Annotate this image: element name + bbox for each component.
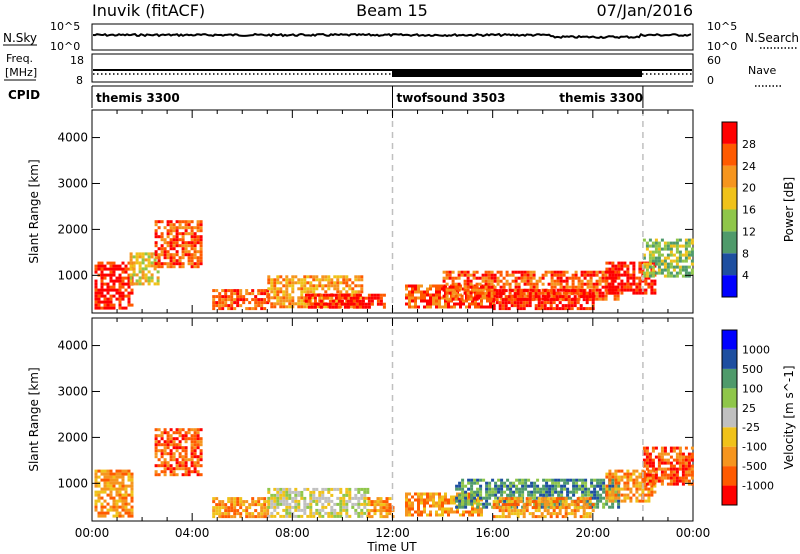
nsky-label: N.Sky: [3, 31, 37, 45]
colorbar-tick-label: 24: [742, 160, 756, 173]
echo-region: [154, 428, 203, 477]
time-axis-ticks: 00:00 04:00 08:00 12:00 16:00 20:00 00:00: [75, 526, 711, 540]
y-tick-label: 3000: [57, 384, 88, 398]
cpid-segment-label: themis 3300: [96, 91, 180, 105]
colorbar-tick-label: 100: [742, 382, 763, 395]
x-tick-label: 08:00: [275, 526, 310, 540]
power-colorbar: 4 8 12 16 20 24 28 Power [dB]: [721, 121, 796, 298]
cpid-segment-label: themis 3300: [559, 91, 643, 105]
colorbar-swatch: [722, 407, 737, 428]
freq-label: Freq.: [6, 52, 33, 65]
colorbar-tick-label: 4: [742, 269, 749, 282]
x-axis-label: Time UT: [366, 540, 417, 554]
echo-region: [492, 497, 595, 519]
echo-region: [212, 289, 270, 311]
colorbar-tick-label: -500: [742, 460, 767, 473]
y-tick-label: 4000: [57, 339, 88, 353]
colorbar-tick-label: 12: [742, 225, 756, 238]
colorbar-tick-label: -1000: [742, 480, 774, 493]
y-tick-label: 2000: [57, 222, 88, 236]
colorbar-swatch: [722, 187, 737, 210]
beam-title: Beam 15: [356, 1, 428, 20]
colorbar-swatch: [722, 330, 737, 350]
colorbar-tick-label: 8: [742, 247, 749, 260]
station-title: Inuvik (fitACF): [92, 1, 205, 20]
x-tick-label: 04:00: [175, 526, 210, 540]
cpid-label: CPID: [8, 88, 40, 102]
echo-region: [642, 238, 694, 278]
echo-region: [267, 487, 370, 518]
noise-right-tick-top: 10^5: [707, 20, 737, 33]
y-tick-label: 1000: [57, 268, 88, 282]
echo-region: [154, 220, 203, 269]
colorbar-tick-label: 1000: [742, 343, 770, 356]
y-axis-label: Slant Range [km]: [27, 159, 41, 263]
freq-strip-frame: [91, 53, 694, 83]
y-tick-label: 1000: [57, 476, 88, 490]
colorbar-swatch: [722, 485, 737, 505]
echo-region: [642, 446, 694, 486]
colorbar-tick-label: 16: [742, 204, 756, 217]
noise-trace: [92, 32, 692, 40]
cpid-segment-label: twofsound 3503: [397, 91, 506, 105]
colorbar-swatch: [722, 368, 737, 389]
y-axis-label: Slant Range [km]: [27, 367, 41, 471]
x-tick-label: 00:00: [75, 526, 110, 540]
freq-left-tick-top: 18: [70, 54, 84, 67]
freq-left-tick-bottom: 8: [76, 74, 83, 87]
colorbar-tick-label: 20: [742, 182, 756, 195]
echo-region: [304, 293, 386, 309]
x-tick-label: 16:00: [475, 526, 510, 540]
power-panel: 1000 2000 3000 4000 Slant Range [km]: [27, 109, 694, 314]
x-tick-label: 00:00: [676, 526, 711, 540]
colorbar-tick-label: 28: [742, 138, 756, 151]
colorbar-swatch: [722, 349, 737, 369]
y-tick-label: 2000: [57, 430, 88, 444]
echo-region: [94, 261, 134, 310]
nave-dense-block: [392, 71, 642, 77]
nave-right-tick-top: 60: [707, 54, 721, 67]
noise-right-tick-bottom: 10^0: [707, 40, 737, 53]
y-tick-label: 4000: [57, 131, 88, 145]
colorbar-swatch: [722, 165, 737, 188]
nsearch-label: N.Search: [745, 31, 799, 45]
velocity-panel: 1000 2000 3000 4000 Slant Range [km]: [27, 317, 694, 522]
colorbar-tick-label: -100: [742, 441, 767, 454]
y-tick-label: 3000: [57, 176, 88, 190]
x-tick-label: 12:00: [375, 526, 410, 540]
date-title: 07/Jan/2016: [596, 1, 693, 20]
nave-label: Nave: [748, 64, 776, 77]
noise-left-tick-top: 10^5: [50, 20, 80, 33]
freq-unit-label: [MHz]: [5, 66, 37, 79]
colorbar-swatch: [722, 388, 737, 408]
colorbar-label: Velocity [m s^-1]: [782, 365, 796, 469]
colorbar-tick-label: -25: [742, 421, 760, 434]
cpid-segments: themis 3300 twofsound 3503 themis 3300: [91, 86, 644, 108]
colorbar-swatch: [722, 122, 737, 144]
colorbar-swatch: [722, 446, 737, 467]
echo-region: [94, 469, 134, 518]
colorbar-swatch: [722, 466, 737, 486]
colorbar-swatch: [722, 275, 737, 297]
colorbar-tick-label: 500: [742, 363, 763, 376]
noise-left-tick-bottom: 10^0: [50, 40, 80, 53]
colorbar-tick-label: 25: [742, 402, 756, 415]
x-tick-label: 20:00: [576, 526, 611, 540]
colorbar-swatch: [722, 253, 737, 276]
velocity-colorbar: -1000 -500 -100 -25 25 100 500 1000 Velocity [m …: [721, 329, 796, 506]
colorbar-label: Power [dB]: [782, 177, 796, 242]
colorbar-swatch: [722, 427, 737, 447]
echo-region: [605, 469, 657, 503]
colorbar-swatch: [722, 231, 737, 254]
echo-region: [367, 497, 395, 519]
colorbar-swatch: [722, 143, 737, 166]
noise-strip-frame: [91, 23, 694, 51]
colorbar-swatch: [722, 209, 737, 232]
nave-right-tick-bottom: 0: [707, 74, 714, 87]
